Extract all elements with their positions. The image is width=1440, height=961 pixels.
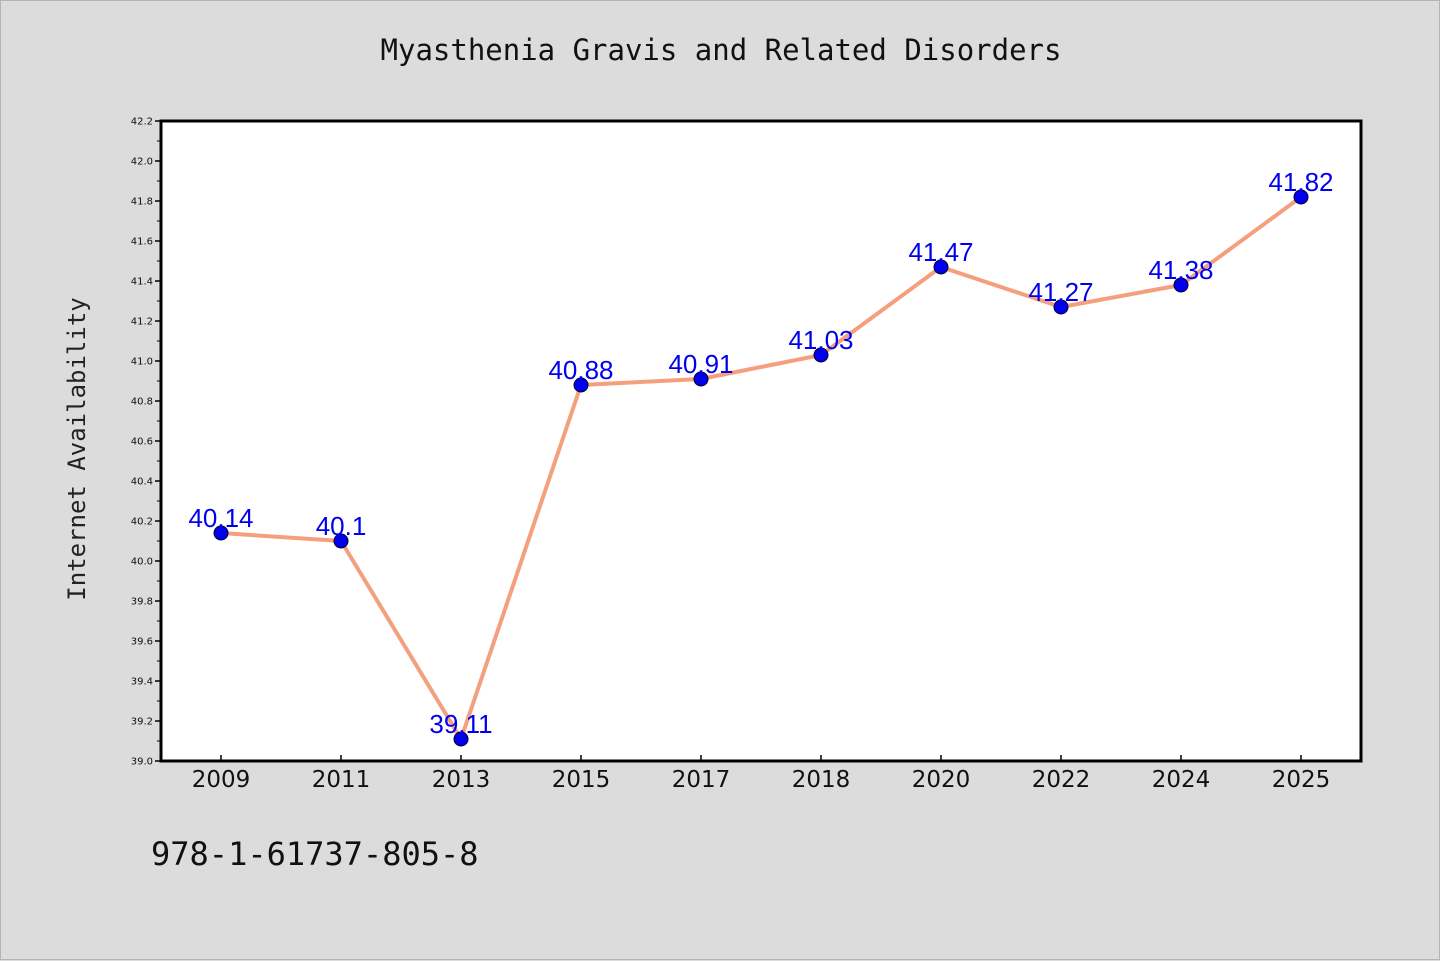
- data-label: 41.47: [908, 237, 973, 267]
- x-tick-label: 2017: [672, 767, 731, 793]
- series-line: [220, 195, 1303, 741]
- y-axis-title: Internet Availability: [63, 297, 91, 600]
- y-tick-label: 40.6: [131, 437, 153, 448]
- x-tick-label: 2018: [792, 767, 851, 793]
- data-point: [333, 533, 349, 549]
- y-tick-label: 40.8: [131, 397, 153, 408]
- x-tick-label: 2024: [1152, 767, 1211, 793]
- x-tick-label: 2011: [312, 767, 371, 793]
- data-point: [1293, 189, 1309, 205]
- data-label: 41.27: [1028, 277, 1093, 307]
- y-tick-label: 42.0: [131, 157, 153, 168]
- data-point: [933, 259, 949, 275]
- y-tick-label: 39.0: [131, 757, 153, 768]
- data-label: 40.88: [548, 355, 613, 385]
- y-tick-label: 41.2: [131, 317, 153, 328]
- y-tick-label: 40.4: [131, 477, 153, 488]
- data-label: 40.14: [188, 503, 253, 533]
- y-tick-label: 39.2: [131, 717, 153, 728]
- y-tick-label: 41.6: [131, 237, 153, 248]
- chart-title: Myasthenia Gravis and Related Disorders: [380, 33, 1062, 67]
- y-tick-label: 39.8: [131, 597, 153, 608]
- data-label: 40.91: [668, 349, 733, 379]
- data-point: [693, 371, 709, 387]
- x-tick-label: 2025: [1272, 767, 1331, 793]
- data-point: [453, 731, 469, 747]
- y-tick-label: 39.6: [131, 637, 153, 648]
- y-tick-label: 40.2: [131, 517, 153, 528]
- x-axis: 2009 2011 2013 2015 2017 2018 2020 2022 2024 2025: [192, 755, 1331, 793]
- data-point: [813, 347, 829, 363]
- data-point: [1053, 299, 1069, 315]
- data-label: 41.03: [788, 325, 853, 355]
- data-label: 40.1: [316, 511, 367, 541]
- data-point: [573, 377, 589, 393]
- data-label: 41.82: [1268, 167, 1333, 197]
- series-layer: [213, 189, 1309, 747]
- data-label: 41.38: [1148, 255, 1213, 285]
- y-axis: 39.0 39.2 39.4 39.6 39.8 40.0 40.2 40.4 40.6 40.8…: [131, 117, 161, 768]
- x-tick-label: 2009: [192, 767, 251, 793]
- y-tick-label: 42.2: [131, 117, 153, 128]
- footer-code: 978-1-61737-805-8: [151, 835, 479, 873]
- y-tick-label: 39.4: [131, 677, 153, 688]
- data-point: [1173, 277, 1189, 293]
- x-tick-label: 2022: [1032, 767, 1091, 793]
- y-tick-label: 41.4: [131, 277, 153, 288]
- y-tick-label: 41.8: [131, 197, 153, 208]
- plot-area: [159, 119, 1363, 763]
- y-tick-label: 40.0: [131, 557, 153, 568]
- data-labels: 40.14 40.1 39.11 40.88 40.91 41.03 41.47 41.27 4…: [188, 167, 1333, 739]
- data-label: 39.11: [429, 709, 492, 739]
- x-tick-label: 2020: [912, 767, 971, 793]
- x-tick-label: 2013: [432, 767, 491, 793]
- data-point: [213, 525, 229, 541]
- y-tick-label: 41.0: [131, 357, 153, 368]
- x-tick-label: 2015: [552, 767, 611, 793]
